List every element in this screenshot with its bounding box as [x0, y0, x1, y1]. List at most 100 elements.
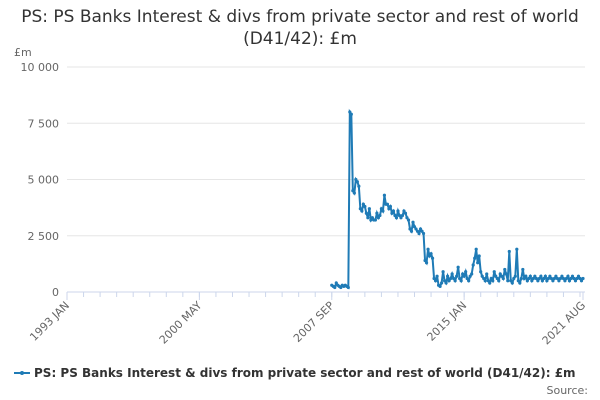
data-point	[408, 227, 412, 231]
data-point	[415, 229, 420, 233]
x-tick-label: 2000 MAY	[157, 299, 205, 347]
data-point	[546, 276, 550, 281]
data-point	[480, 274, 484, 278]
data-point	[349, 112, 353, 116]
data-point	[507, 249, 511, 254]
y-tick-label: 7 500	[28, 117, 60, 130]
data-point	[446, 274, 450, 278]
data-point	[456, 265, 460, 269]
data-point	[357, 184, 361, 188]
data-point	[491, 279, 495, 283]
data-point	[441, 270, 445, 274]
data-point	[449, 276, 453, 281]
data-point	[474, 247, 478, 251]
data-point	[423, 258, 427, 263]
data-point	[363, 204, 367, 209]
data-point	[542, 276, 546, 281]
data-point	[358, 207, 362, 211]
data-point	[459, 279, 463, 283]
data-point	[483, 279, 487, 283]
source: Source:	[547, 384, 589, 397]
data-point	[527, 276, 531, 281]
data-point	[435, 274, 439, 278]
data-point	[450, 272, 454, 276]
data-point	[473, 256, 477, 260]
data-point	[403, 211, 408, 215]
data-point	[515, 247, 519, 251]
data-point	[382, 193, 387, 197]
data-point	[579, 279, 584, 283]
data-point	[561, 276, 566, 281]
data-point	[575, 276, 579, 281]
data-point	[566, 274, 570, 278]
data-point	[390, 211, 394, 215]
data-point	[346, 285, 350, 290]
data-point	[420, 229, 424, 233]
data-point	[442, 279, 447, 283]
data-point	[492, 270, 496, 274]
data-point	[570, 274, 575, 278]
data-point	[536, 279, 540, 283]
data-point	[385, 202, 390, 206]
x-tick-label: 2021 AUG	[540, 299, 589, 348]
data-point	[379, 207, 384, 211]
data-point	[351, 189, 355, 193]
data-point	[381, 209, 385, 213]
data-point	[397, 213, 402, 218]
data-point	[432, 276, 436, 281]
data-point	[498, 272, 502, 276]
data-point	[393, 213, 397, 218]
y-tick-label: 2 500	[28, 230, 60, 243]
data-point	[512, 276, 516, 281]
x-tick-label: 2007 SEP	[291, 299, 337, 345]
data-point	[406, 218, 411, 222]
data-point	[482, 276, 486, 281]
data-point	[426, 247, 430, 251]
data-point	[409, 229, 414, 233]
data-point	[391, 209, 396, 213]
data-point	[367, 207, 371, 211]
data-point	[430, 256, 435, 260]
data-point	[354, 177, 358, 182]
data-point	[479, 270, 483, 274]
data-point	[545, 279, 549, 283]
data-point	[486, 279, 490, 283]
x-tick-label: 1993 JAN	[27, 299, 72, 344]
data-point	[464, 270, 468, 274]
data-point	[429, 252, 433, 256]
data-point	[405, 216, 409, 220]
y-unit-label: £m	[14, 46, 32, 59]
data-point	[387, 207, 391, 211]
data-point	[453, 279, 457, 283]
data-point	[334, 281, 338, 285]
data-point	[373, 218, 377, 222]
data-point	[519, 276, 523, 281]
data-point	[522, 276, 526, 281]
data-point	[530, 279, 534, 283]
data-point	[567, 279, 572, 283]
data-point	[560, 274, 564, 278]
data-point	[402, 209, 406, 213]
data-point	[509, 279, 513, 283]
data-point	[417, 231, 421, 236]
data-point	[537, 276, 541, 281]
data-point	[489, 276, 493, 281]
data-point	[427, 254, 432, 258]
data-point	[421, 231, 426, 236]
data-point	[549, 276, 554, 281]
data-point	[531, 276, 535, 281]
y-tick-label: 5 000	[28, 174, 60, 187]
data-point	[563, 279, 567, 283]
data-point	[394, 216, 399, 220]
data-point	[576, 274, 581, 278]
data-point	[411, 220, 415, 224]
data-point	[485, 272, 489, 276]
data-point	[438, 284, 442, 288]
data-point	[370, 216, 374, 220]
data-point	[488, 281, 492, 285]
data-point	[461, 272, 465, 276]
data-point	[388, 204, 393, 209]
data-point	[543, 274, 547, 278]
data-point	[452, 276, 456, 281]
